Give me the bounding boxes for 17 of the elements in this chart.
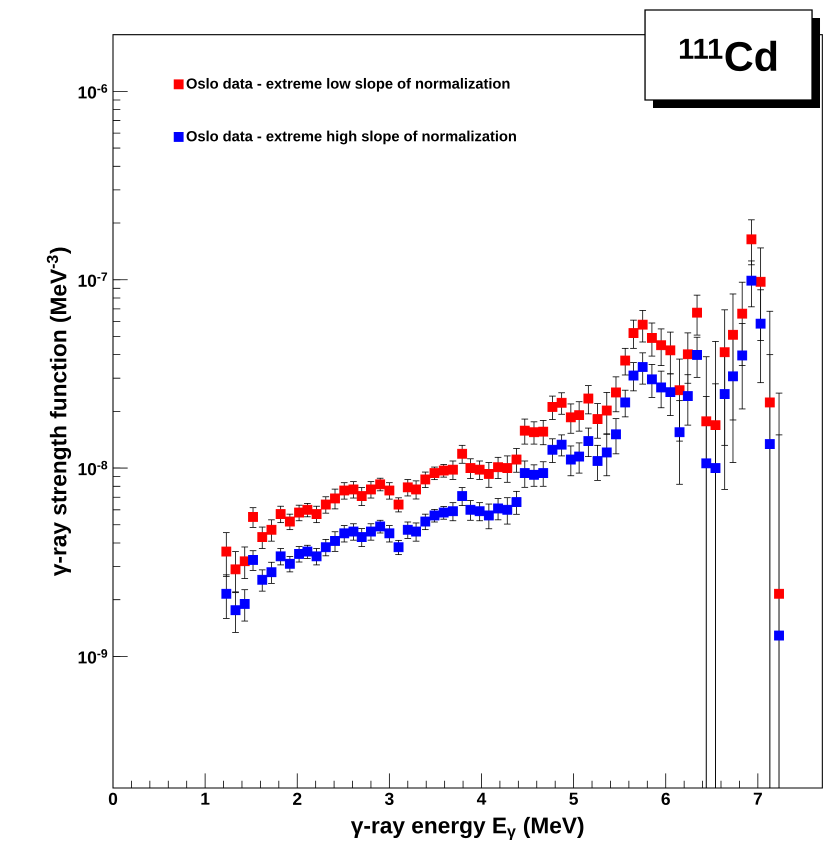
- y-tick-label: 10$^{-8}$: [78, 460, 108, 476]
- x-tick-label: 1: [201, 792, 210, 805]
- x-tick-label: 4: [476, 792, 486, 805]
- y-tick-label: 10$^{-7}$: [78, 272, 108, 287]
- legend-label: Oslo data - extreme low slope of normalization: [186, 78, 510, 92]
- x-tick-label: 0: [108, 792, 118, 805]
- chart-title: $^{111}$Cd: [680, 38, 776, 72]
- y-tick-label: 10$^{-9}$: [78, 649, 108, 664]
- y-tick-label: 10$^{-6}$: [78, 84, 108, 99]
- x-tick-label: 7: [754, 792, 762, 805]
- x-tick-label: 2: [293, 792, 302, 805]
- x-tick-label: 5: [569, 792, 578, 805]
- x-tick-label: 6: [662, 792, 670, 805]
- x-axis-title: γ-ray energy E$_{γ}$ (MeV): [350, 816, 584, 840]
- legend-label: Oslo data - extreme high slope of normalization: [186, 130, 516, 144]
- y-axis-title: γ-ray strength function (MeV$^{-3}$): [46, 248, 72, 576]
- x-tick-label: 3: [384, 792, 394, 806]
